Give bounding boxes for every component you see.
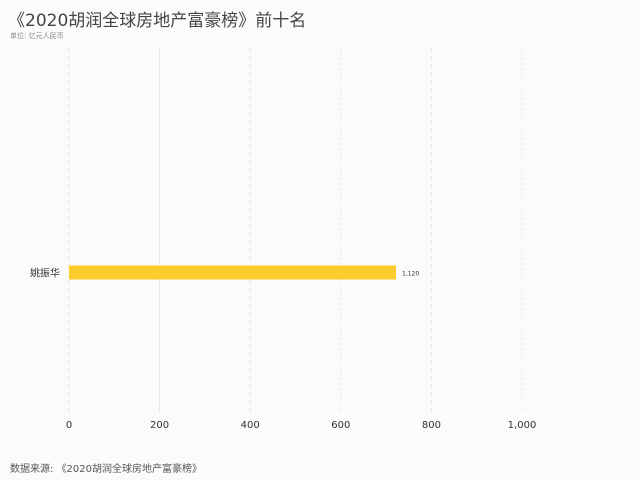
chart-title: 《2020胡润全球房地产富豪榜》前十名 [8,11,307,31]
source-note: 数据来源: 《2020胡润全球房地产富豪榜》 [10,464,202,475]
chart-unit-label: 单位: 亿元人民币 [10,32,64,40]
x-tick-label: 200 [150,420,169,431]
x-tick-label: 1,000 [508,420,537,431]
bars [69,265,396,280]
x-tick-label: 0 [66,420,72,431]
x-tick-label: 800 [422,420,441,431]
bar-chart: 0 200 400 600 800 1,000 姚振华 1,120 [30,48,536,432]
labels: 0 200 400 600 800 1,000 姚振华 1,120 [30,267,536,432]
gridlines [68,48,523,412]
x-tick-label: 600 [331,420,350,431]
bar-姚振华 [69,265,396,280]
y-category-label: 姚振华 [30,267,60,280]
x-tick-label: 400 [241,420,260,431]
bar-value-label: 1,120 [402,271,419,278]
